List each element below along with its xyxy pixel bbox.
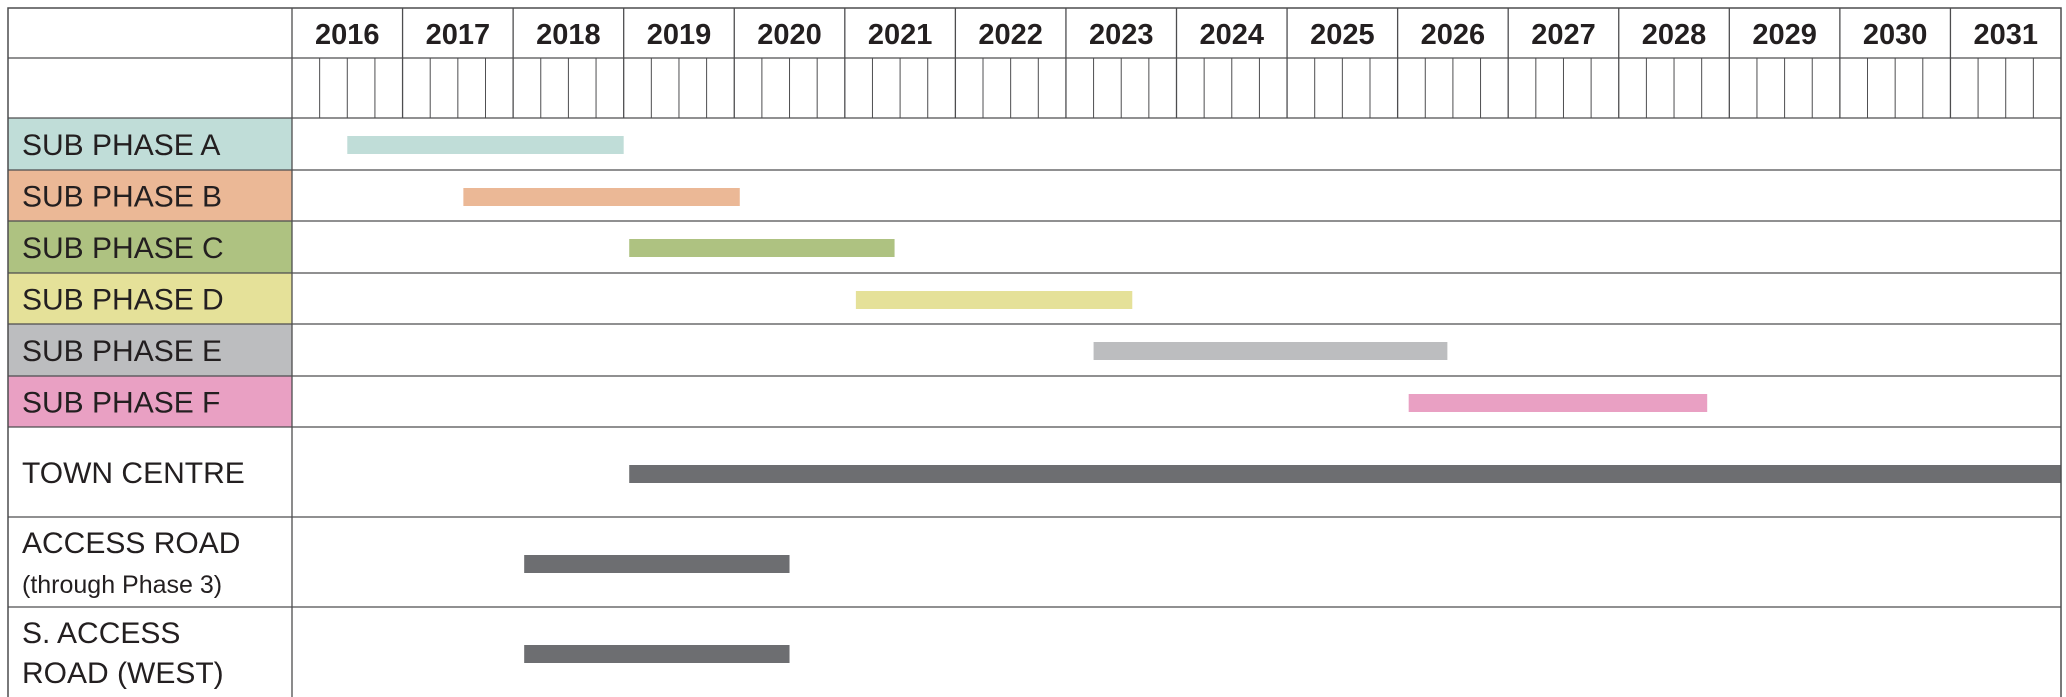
row-label: SUB PHASE C xyxy=(22,232,224,265)
row-label-cell xyxy=(8,221,292,273)
gantt-bar xyxy=(629,465,2062,483)
row-label: SUB PHASE F xyxy=(22,387,220,420)
gantt-bar xyxy=(855,291,1133,309)
row-label-cell xyxy=(8,273,292,324)
gantt-bar xyxy=(629,239,895,257)
row-label-cell xyxy=(8,118,292,170)
row-label: SUB PHASE A xyxy=(22,129,220,162)
year-label: 2022 xyxy=(978,19,1043,51)
row-label: SUB PHASE D xyxy=(22,284,224,317)
year-label: 2020 xyxy=(757,19,822,51)
row-label: TOWN CENTRE xyxy=(22,457,245,490)
year-label: 2029 xyxy=(1752,19,1817,51)
row-label-line: ACCESS ROAD xyxy=(22,527,240,560)
year-label: 2025 xyxy=(1310,19,1375,51)
year-label: 2019 xyxy=(647,19,712,51)
year-label: 2028 xyxy=(1642,19,1707,51)
year-label: 2018 xyxy=(536,19,601,51)
year-label: 2027 xyxy=(1531,19,1596,51)
year-label: 2031 xyxy=(1973,19,2038,51)
chart-frame xyxy=(7,7,2062,697)
year-label: 2023 xyxy=(1089,19,1154,51)
row-label-line: S. ACCESS xyxy=(22,617,180,650)
row-label-cell xyxy=(8,427,292,517)
gantt-bar xyxy=(347,136,624,154)
row-label-line: (through Phase 3) xyxy=(22,571,222,599)
row-label: SUB PHASE B xyxy=(22,181,222,214)
gantt-bar xyxy=(524,555,790,573)
gantt-bar xyxy=(1093,342,1448,360)
row-label-cell xyxy=(8,324,292,376)
row-label-cell xyxy=(8,376,292,427)
row-label-cell xyxy=(8,517,292,607)
gantt-bar xyxy=(524,645,790,663)
year-label: 2024 xyxy=(1200,19,1265,51)
row-label-cell xyxy=(8,170,292,221)
row-label-cell xyxy=(8,607,292,697)
year-label: 2017 xyxy=(426,19,491,51)
year-label: 2021 xyxy=(868,19,933,51)
year-label: 2016 xyxy=(315,19,380,51)
year-label: 2026 xyxy=(1421,19,1486,51)
row-label-line: ROAD (WEST) xyxy=(22,657,224,690)
gantt-bar xyxy=(1408,394,1708,412)
row-label: SUB PHASE E xyxy=(22,335,222,368)
year-label: 2030 xyxy=(1863,19,1928,51)
gantt-bar xyxy=(463,188,740,206)
